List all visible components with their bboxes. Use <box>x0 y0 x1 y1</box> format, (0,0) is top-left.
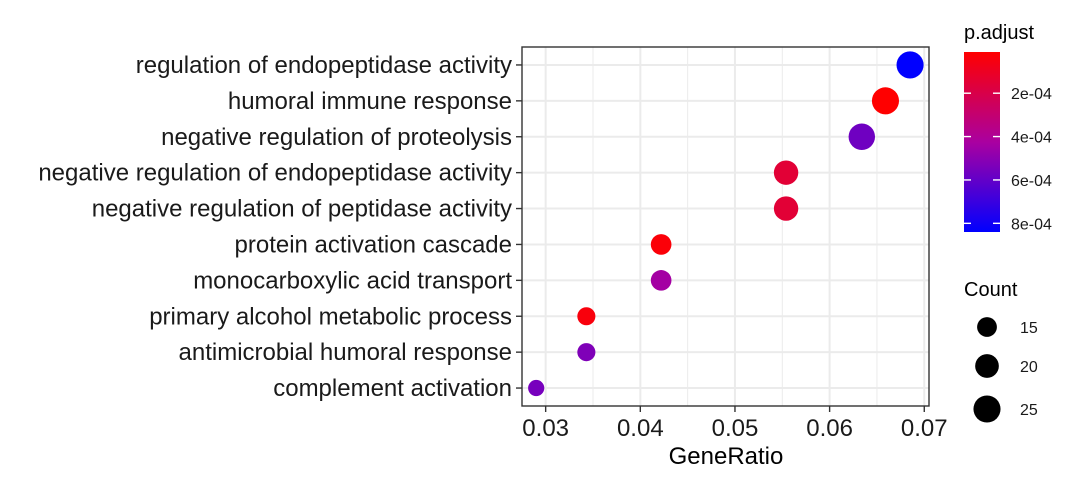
data-point <box>577 343 596 362</box>
size-legend: Count 15 20 25 <box>964 279 1038 423</box>
color-legend-title: p.adjust <box>964 22 1034 44</box>
x-axis: 0.03 0.04 0.05 0.06 0.07 <box>522 406 948 442</box>
y-axis: regulation of endopeptidase activity humo… <box>38 52 522 402</box>
size-legend-title: Count <box>964 279 1018 301</box>
y-tick-label: negative regulation of peptidase activit… <box>92 196 512 223</box>
data-point <box>650 270 672 291</box>
data-point <box>871 87 900 115</box>
data-point <box>773 196 799 221</box>
color-bar-tick-label: 6e-04 <box>1011 173 1052 190</box>
plot-panel-border <box>521 46 930 407</box>
x-tick-label: 0.04 <box>617 415 664 442</box>
x-tick-label: 0.07 <box>901 415 948 442</box>
y-tick-label: monocarboxylic acid transport <box>193 267 512 294</box>
y-tick-label: primary alcohol metabolic process <box>149 303 512 330</box>
size-legend-label: 15 <box>1020 320 1038 337</box>
y-tick-label: regulation of endopeptidase activity <box>136 52 512 79</box>
x-tick-label: 0.06 <box>806 415 853 442</box>
color-bar-tick-label: 8e-04 <box>1011 216 1052 233</box>
color-bar-tick-label: 4e-04 <box>1011 130 1052 147</box>
y-tick-label: humoral immune response <box>228 88 512 115</box>
color-bar-ticks: 2e-04 4e-04 6e-04 8e-04 <box>964 86 1052 233</box>
grid <box>522 47 929 406</box>
data-point <box>528 379 545 397</box>
y-tick-label: protein activation cascade <box>235 231 513 258</box>
size-legend-label: 20 <box>1020 359 1038 376</box>
data-points <box>528 51 924 397</box>
size-legend-label: 25 <box>1020 402 1038 419</box>
color-legend: p.adjust 2e-04 4e-04 6e-04 8e-04 <box>964 22 1052 233</box>
data-point <box>896 51 924 79</box>
y-tick-label: complement activation <box>273 375 512 402</box>
x-tick-label: 0.05 <box>712 415 759 442</box>
data-point <box>848 123 876 150</box>
size-legend-circle <box>973 395 1001 423</box>
data-point <box>773 160 799 185</box>
data-point <box>577 307 596 326</box>
data-point <box>650 234 672 255</box>
y-tick-label: negative regulation of proteolysis <box>161 124 512 151</box>
y-tick-label: antimicrobial humoral response <box>179 339 513 366</box>
size-legend-circle <box>977 317 997 337</box>
x-tick-label: 0.03 <box>522 415 569 442</box>
size-legend-items: 15 20 25 <box>973 317 1038 423</box>
color-bar <box>964 52 1000 232</box>
color-bar-tick-label: 2e-04 <box>1011 86 1052 103</box>
y-tick-label: negative regulation of endopeptidase act… <box>38 160 512 187</box>
x-axis-title: GeneRatio <box>669 443 784 470</box>
size-legend-circle <box>975 354 999 378</box>
